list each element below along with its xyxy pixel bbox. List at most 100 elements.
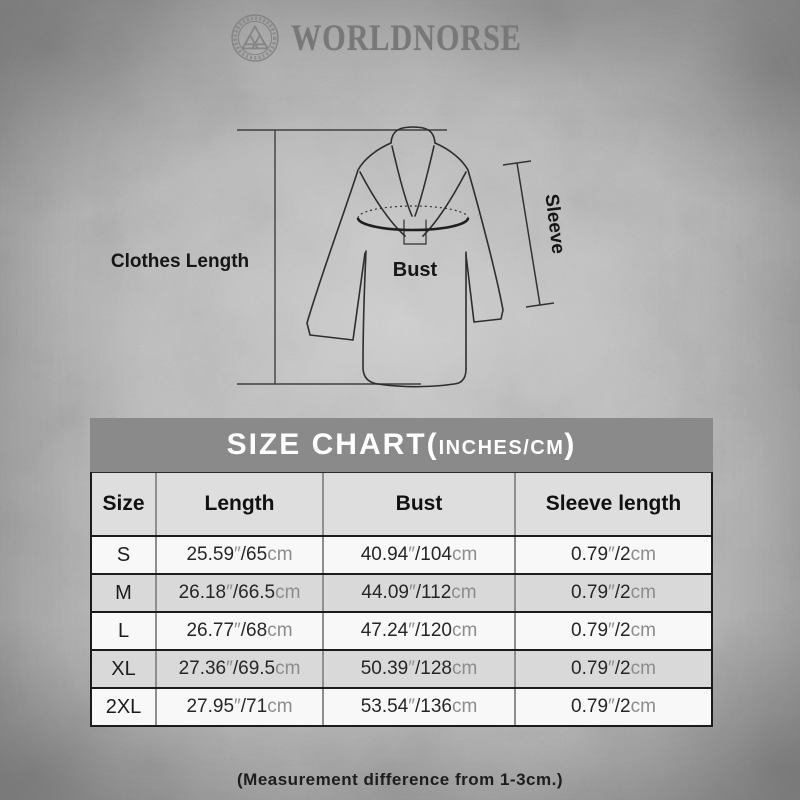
cm-unit: cm xyxy=(451,658,478,679)
cm-value: 128 xyxy=(420,658,452,679)
table-header-row: Size Length Bust Sleeve length xyxy=(92,473,711,535)
bust-cell: 50.39 ″/128 cm xyxy=(322,651,514,687)
bust-cell: 47.24 ″/120 cm xyxy=(322,613,514,649)
cm-value: 65 xyxy=(246,544,268,565)
cm-value: 2 xyxy=(620,544,631,565)
inch-mark: ″ xyxy=(234,696,241,717)
inch-mark: ″ xyxy=(408,544,415,565)
slash: / xyxy=(240,620,247,641)
length-cell: 26.77 ″/68 cm xyxy=(155,613,322,649)
inch-mark: ″ xyxy=(408,582,416,603)
cm-value: 69.5 xyxy=(238,658,276,679)
table-row-s: S 25.59 ″/65 cm 40.94 ″/104 cm 0.79 ″/2 cm xyxy=(92,535,711,573)
inch-mark: ″ xyxy=(608,582,615,603)
cm-value: 68 xyxy=(246,620,268,641)
bust-cell: 44.09 ″/112 cm xyxy=(322,575,514,611)
cm-unit: cm xyxy=(275,658,301,679)
cm-unit: cm xyxy=(630,620,656,641)
bust-cell: 53.54 ″/136 cm xyxy=(322,689,514,725)
sleeve-length-cell: 0.79 ″/2 cm xyxy=(514,651,711,687)
table-row-xl: XL 27.36 ″/69.5 cm 50.39 ″/128 cm 0.79 ″/2 cm xyxy=(92,649,711,687)
column-header-bust: Bust xyxy=(322,473,514,535)
column-header-sleeve-length: Sleeve length xyxy=(514,473,711,535)
cm-value: 2 xyxy=(620,620,631,641)
slash: / xyxy=(414,658,421,679)
inch-mark: ″ xyxy=(608,620,615,641)
slash: / xyxy=(614,544,621,565)
inch-mark: ″ xyxy=(226,582,233,603)
valknut-logo-icon xyxy=(231,14,279,62)
inches-value: 47.24 xyxy=(360,620,409,641)
column-header-length: Length xyxy=(155,473,322,535)
clothes-length-dimension-lines xyxy=(237,129,447,385)
inch-mark: ″ xyxy=(234,620,241,641)
inches-value: 27.95 xyxy=(186,696,235,717)
length-cell: 27.95 ″/71 cm xyxy=(155,689,322,725)
cm-value: 2 xyxy=(620,658,631,679)
cm-value: 2 xyxy=(620,582,631,603)
inch-mark: ″ xyxy=(408,658,415,679)
size-cell: S xyxy=(116,543,131,566)
table-row-2xl: 2XL 27.95 ″/71 cm 53.54 ″/136 cm 0.79 ″/2 cm xyxy=(92,687,711,725)
slash: / xyxy=(414,544,421,565)
inch-mark: ″ xyxy=(408,620,415,641)
bust-label: Bust xyxy=(392,259,438,281)
cm-unit: cm xyxy=(267,544,293,565)
garment-line-drawing xyxy=(237,126,555,388)
slash: / xyxy=(232,582,239,603)
brand-name: WORLDNORSE xyxy=(290,17,522,59)
slash: / xyxy=(240,544,247,565)
slash: / xyxy=(614,582,621,603)
size-chart-title: SIZE CHART( xyxy=(226,428,439,461)
bust-measure-ellipse xyxy=(356,205,470,232)
slash: / xyxy=(414,696,421,717)
size-cell: 2XL xyxy=(105,695,142,718)
length-cell: 27.36 ″/69.5 cm xyxy=(155,651,322,687)
column-header-size: Size xyxy=(102,492,145,515)
cm-unit: cm xyxy=(630,658,656,679)
cm-unit: cm xyxy=(451,620,478,641)
inch-mark: ″ xyxy=(234,544,241,565)
inches-value: 0.79 xyxy=(571,696,609,717)
cm-value: 120 xyxy=(420,620,452,641)
size-cell: L xyxy=(117,619,130,642)
cm-value: 136 xyxy=(420,696,452,717)
size-chart-title-band: SIZE CHART(INCHES/CM) xyxy=(90,418,713,472)
inches-value: 0.79 xyxy=(571,544,609,565)
length-cell: 26.18 ″/66.5 cm xyxy=(155,575,322,611)
size-chart-title-units: INCHES/CM xyxy=(438,437,565,459)
sleeve-length-cell: 0.79 ″/2 cm xyxy=(514,689,711,725)
inch-mark: ″ xyxy=(608,658,615,679)
cm-value: 66.5 xyxy=(238,582,276,603)
inch-mark: ″ xyxy=(226,658,233,679)
measurement-note: (Measurement difference from 1-3cm.) xyxy=(237,770,563,789)
cm-unit: cm xyxy=(451,696,478,717)
inches-value: 27.36 xyxy=(178,658,227,679)
inch-mark: ″ xyxy=(608,544,615,565)
size-chart: SIZE CHART(INCHES/CM) Size Length Bust S… xyxy=(90,418,713,727)
clothes-length-label: Clothes Length xyxy=(110,251,250,272)
cm-unit: cm xyxy=(630,582,656,603)
cm-unit: cm xyxy=(275,582,301,603)
slash: / xyxy=(614,696,621,717)
cm-value: 112 xyxy=(420,582,452,603)
inches-value: 50.39 xyxy=(360,658,409,679)
inches-value: 0.79 xyxy=(571,620,609,641)
brand-header: WORLDNORSE xyxy=(0,11,800,65)
cm-unit: cm xyxy=(451,544,478,565)
inch-mark: ″ xyxy=(408,696,415,717)
cm-unit: cm xyxy=(630,696,656,717)
inches-value: 26.77 xyxy=(186,620,235,641)
sleeve-dimension-line xyxy=(502,160,555,308)
cm-value: 104 xyxy=(420,544,452,565)
slash: / xyxy=(614,658,621,679)
table-row-m: M 26.18 ″/66.5 cm 44.09 ″/112 cm 0.79 ″/2 cm xyxy=(92,573,711,611)
inches-value: 40.94 xyxy=(360,544,409,565)
sleeve-length-cell: 0.79 ″/2 cm xyxy=(514,613,711,649)
bust-cell: 40.94 ″/104 cm xyxy=(322,537,514,573)
table-row-l: L 26.77 ″/68 cm 47.24 ″/120 cm 0.79 ″/2 cm xyxy=(92,611,711,649)
size-chart-table: Size Length Bust Sleeve length S 25.59 ″ /… xyxy=(90,472,713,727)
size-cell: M xyxy=(115,581,132,604)
inches-value: 44.09 xyxy=(361,582,409,603)
